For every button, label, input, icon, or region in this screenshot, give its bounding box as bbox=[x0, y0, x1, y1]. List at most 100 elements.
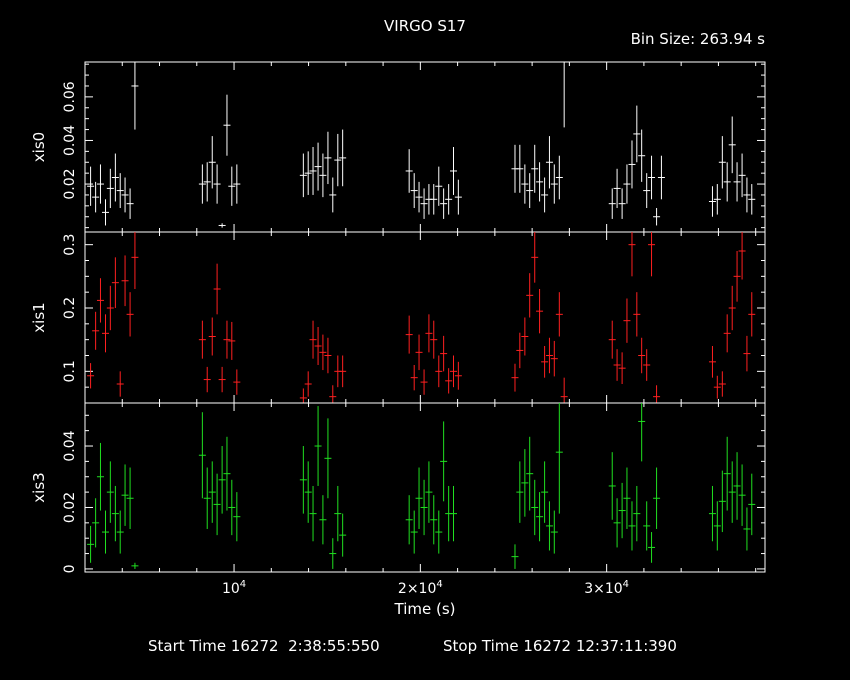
data-point bbox=[516, 144, 524, 193]
data-point bbox=[728, 461, 736, 523]
data-point bbox=[550, 340, 558, 377]
data-point bbox=[203, 162, 211, 202]
data-point bbox=[87, 363, 95, 389]
data-point bbox=[708, 346, 716, 378]
data-point bbox=[92, 498, 100, 548]
data-point bbox=[521, 449, 529, 517]
data-point bbox=[430, 495, 438, 545]
data-point bbox=[648, 532, 656, 563]
y-axis-label-xis1: xis1 bbox=[30, 302, 48, 332]
data-point bbox=[339, 129, 347, 187]
y-tick-label: 0.04 bbox=[62, 125, 78, 156]
data-point bbox=[555, 292, 563, 337]
data-point bbox=[96, 164, 104, 204]
data-point bbox=[440, 421, 448, 502]
data-point bbox=[618, 482, 626, 539]
data-point bbox=[638, 403, 646, 462]
data-point bbox=[223, 436, 231, 511]
data-point bbox=[454, 361, 462, 390]
data-point bbox=[748, 473, 756, 536]
y-tick-label: 0.1 bbox=[62, 360, 78, 382]
data-point bbox=[653, 467, 661, 529]
data-point bbox=[329, 538, 337, 569]
data-point bbox=[608, 320, 616, 359]
data-point bbox=[208, 461, 216, 523]
data-point bbox=[410, 510, 418, 554]
data-point bbox=[628, 232, 636, 277]
data-point bbox=[116, 173, 124, 209]
data-point bbox=[613, 168, 621, 209]
data-point bbox=[708, 186, 716, 217]
data-point bbox=[111, 257, 119, 308]
data-point bbox=[526, 173, 534, 209]
data-point bbox=[643, 349, 651, 381]
data-point bbox=[314, 142, 322, 191]
data-point bbox=[743, 177, 751, 213]
y-tick-label: 0.06 bbox=[62, 81, 78, 112]
data-point bbox=[304, 151, 312, 195]
data-point bbox=[228, 166, 236, 206]
data-point bbox=[101, 510, 109, 554]
data-point bbox=[657, 155, 665, 200]
data-point bbox=[623, 467, 631, 529]
data-point bbox=[106, 461, 114, 523]
panels-group: 0.02 0.04 0.06 xis0 0.1 0.2 0.3 xis1 0 0.02 0.04 xi… bbox=[30, 61, 766, 597]
data-point bbox=[648, 232, 656, 277]
data-point bbox=[106, 285, 114, 331]
data-point bbox=[445, 184, 453, 215]
data-point bbox=[96, 442, 104, 511]
data-point bbox=[608, 452, 616, 520]
data-point bbox=[203, 467, 211, 529]
data-point bbox=[713, 184, 721, 215]
data-point bbox=[435, 355, 443, 388]
data-point bbox=[319, 153, 327, 198]
data-point bbox=[218, 366, 226, 393]
data-point bbox=[203, 366, 211, 393]
data-point bbox=[728, 116, 736, 174]
panel-xis0: 0.02 0.04 0.06 xis0 bbox=[30, 61, 766, 233]
data-point bbox=[748, 292, 756, 337]
data-point bbox=[738, 464, 746, 526]
data-point bbox=[415, 334, 423, 371]
data-point bbox=[87, 525, 95, 563]
data-point bbox=[560, 61, 568, 128]
data-point bbox=[718, 470, 726, 533]
data-point bbox=[440, 335, 448, 372]
x-axis-label: Time (s) bbox=[394, 600, 456, 618]
data-point bbox=[309, 147, 317, 195]
data-point bbox=[718, 371, 726, 397]
data-point bbox=[420, 479, 428, 536]
data-point bbox=[723, 314, 731, 353]
y-axis-label-xis3: xis3 bbox=[30, 472, 48, 502]
data-point bbox=[748, 184, 756, 215]
data-point bbox=[435, 510, 443, 554]
data-point bbox=[319, 334, 327, 371]
data-point bbox=[213, 164, 221, 204]
y-tick-label: 0.3 bbox=[62, 234, 78, 256]
data-point bbox=[613, 498, 621, 548]
data-point bbox=[223, 94, 231, 156]
data-point bbox=[319, 495, 327, 545]
data-point bbox=[92, 311, 100, 350]
x-tick-label: 3×104 bbox=[584, 579, 629, 597]
data-point bbox=[723, 162, 731, 202]
data-point bbox=[425, 461, 433, 523]
data-point bbox=[648, 155, 656, 200]
data-point bbox=[405, 495, 413, 545]
data-point bbox=[713, 375, 721, 399]
data-point bbox=[126, 467, 134, 529]
data-point bbox=[511, 363, 519, 392]
data-point bbox=[550, 510, 558, 554]
data-point bbox=[304, 371, 312, 397]
y-tick-label: 0.2 bbox=[62, 297, 78, 319]
data-point bbox=[334, 485, 342, 542]
data-point bbox=[198, 164, 206, 204]
data-point bbox=[233, 492, 241, 542]
data-point bbox=[339, 513, 347, 557]
data-point bbox=[454, 179, 462, 215]
data-point bbox=[334, 133, 342, 187]
data-point bbox=[420, 188, 428, 219]
x-tick-label: 104 bbox=[222, 579, 246, 597]
data-point bbox=[309, 320, 317, 359]
data-point bbox=[420, 369, 428, 395]
